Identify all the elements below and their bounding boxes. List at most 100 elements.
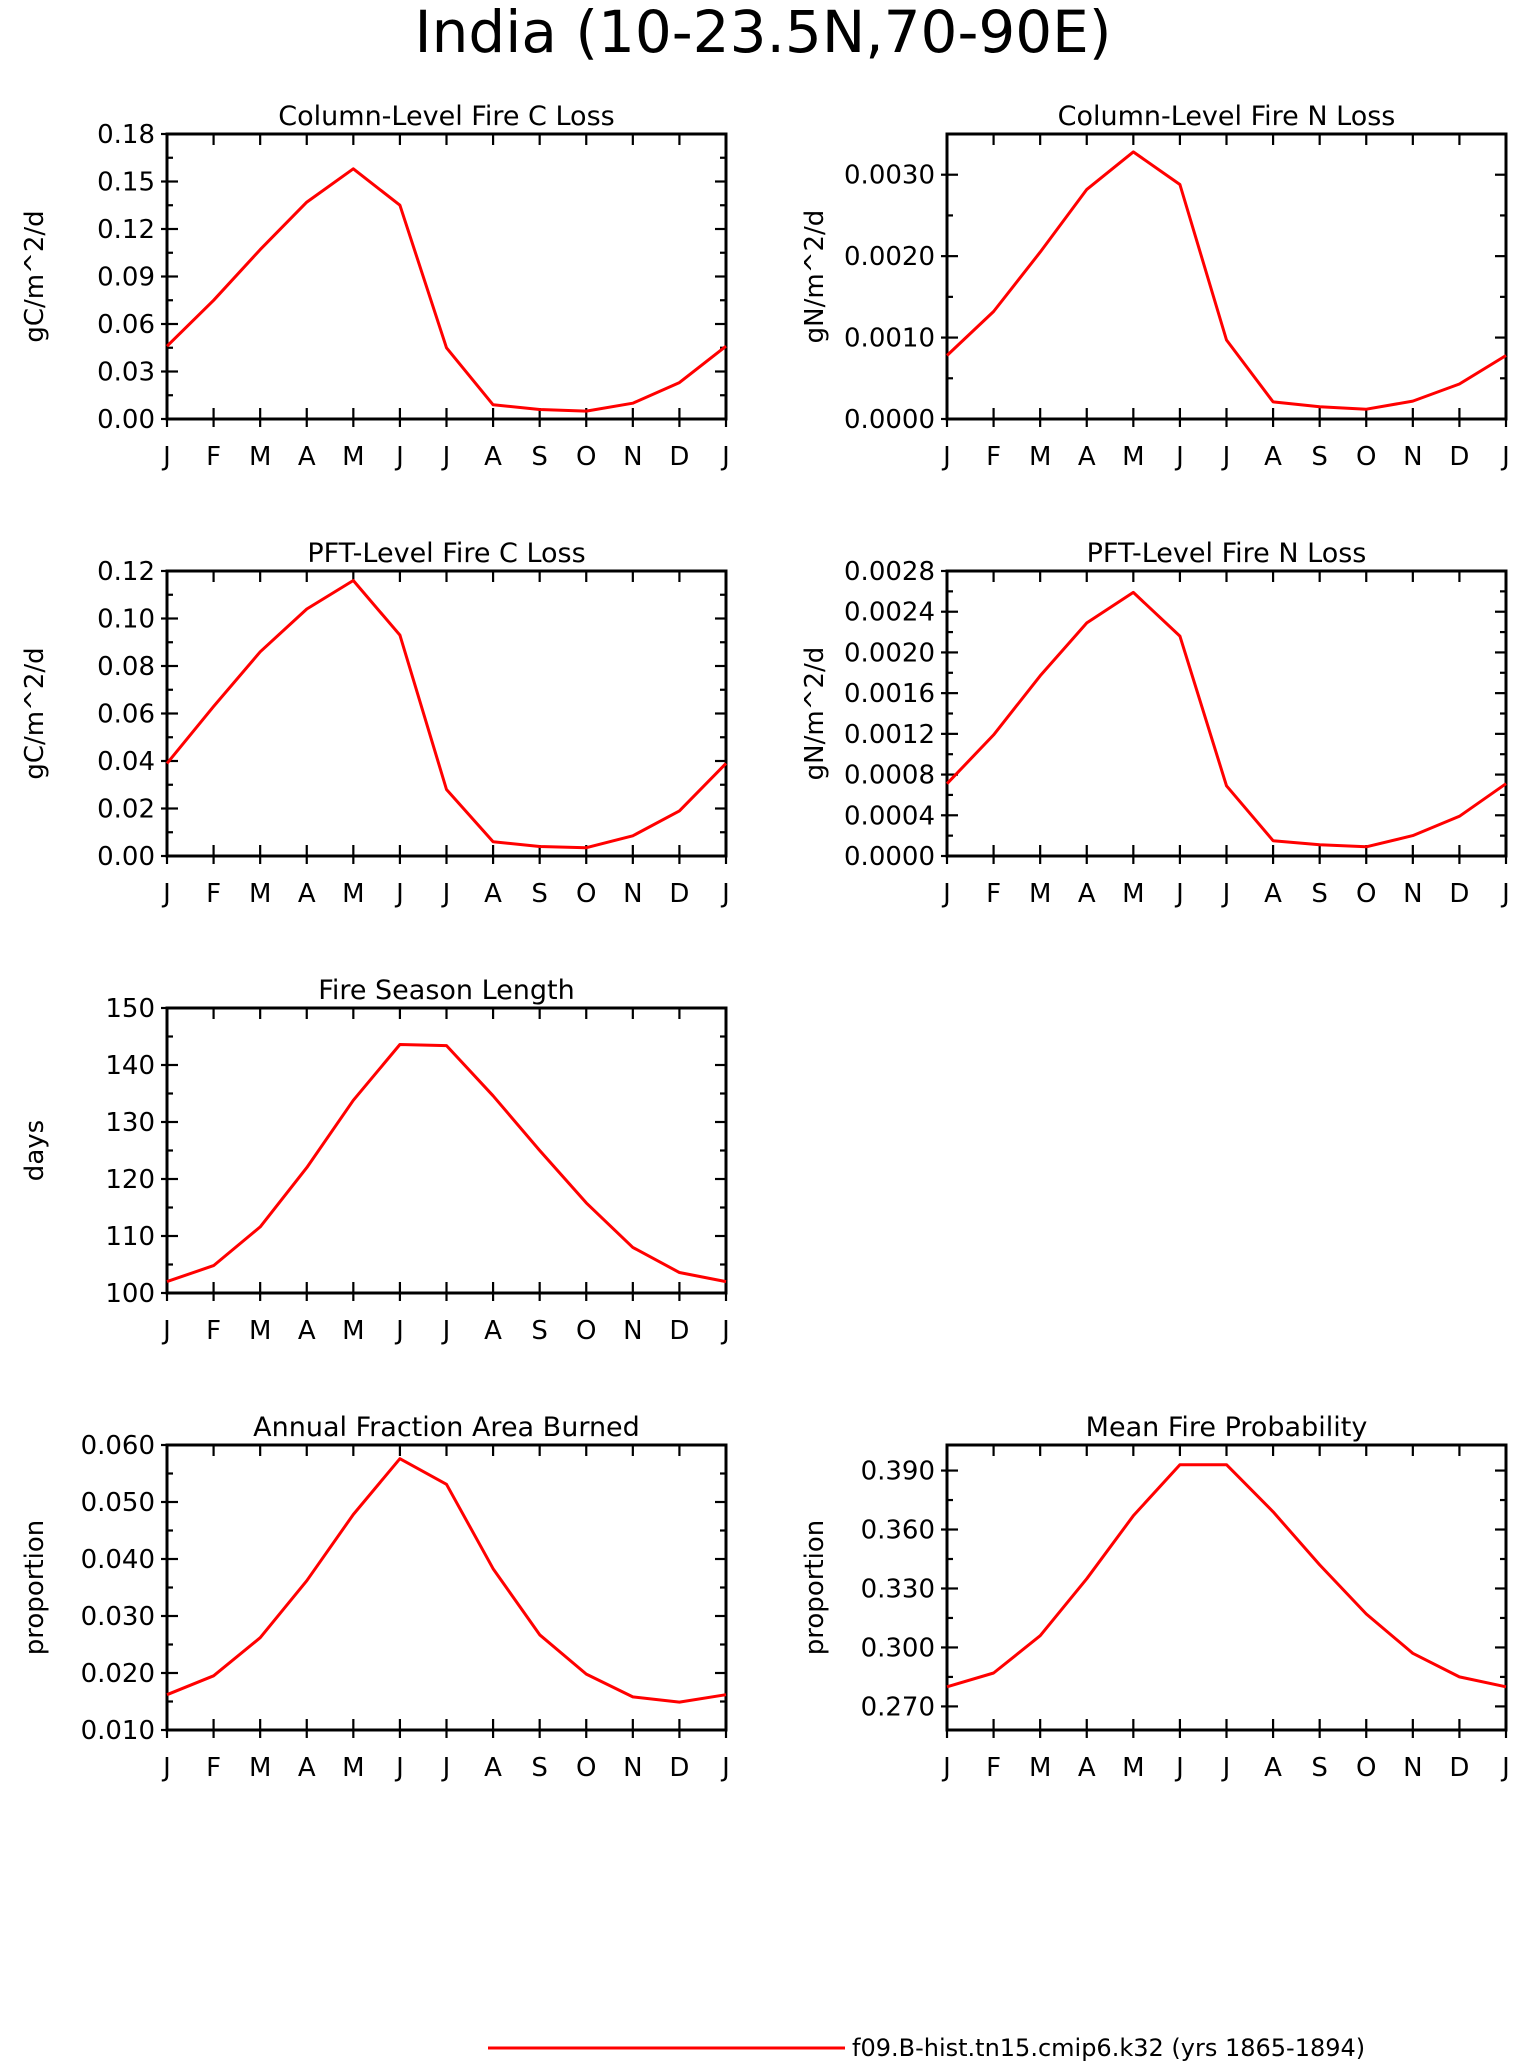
x-tick-label: J [394, 1316, 404, 1346]
x-tick-label: S [531, 442, 548, 472]
y-tick-label: 0.12 [97, 557, 155, 587]
plot-frame [165, 1443, 728, 1732]
x-tick-label: J [720, 442, 730, 472]
y-tick-label: 120 [105, 1165, 155, 1195]
x-tick-label: N [1403, 1753, 1422, 1783]
x-tick-label: A [484, 879, 502, 909]
x-tick-label: M [1029, 879, 1051, 909]
x-tick-label: M [1029, 1753, 1051, 1783]
y-tick-label: 0.09 [97, 263, 155, 293]
x-tick-label: J [1174, 1753, 1184, 1783]
x-tick-label: J [941, 442, 951, 472]
x-tick-label: J [161, 879, 171, 909]
y-tick-label: 0.0024 [844, 598, 935, 628]
chart-panel-3: PFT-Level Fire C Loss 0.00 0.02 0.04 0.06 0.0… [20, 538, 730, 909]
chart-title: Column-Level Fire C Loss [278, 101, 614, 132]
chart-panel-4: PFT-Level Fire N Loss 0.0000 0.0004 0.0008 0… [800, 538, 1510, 909]
legend: f09.B-hist.tn15.cmip6.k32 (yrs 1865-1894… [488, 2034, 1365, 2062]
x-tick-label: F [206, 879, 221, 909]
x-tick-label: J [441, 1753, 451, 1783]
x-tick-label: S [1311, 442, 1328, 472]
x-tick-label: A [484, 442, 502, 472]
chart-title: Annual Fraction Area Burned [253, 1412, 640, 1443]
x-tick-label: O [576, 1316, 596, 1346]
x-tick-label: M [249, 442, 271, 472]
x-tick-label: S [1311, 1753, 1328, 1783]
x-tick-label: A [484, 1753, 502, 1783]
x-tick-label: A [298, 442, 316, 472]
y-tick-label: 0.010 [81, 1716, 155, 1746]
y-tick-label: 0.06 [97, 700, 155, 730]
plot-frame [165, 569, 728, 858]
x-tick-label: M [1122, 442, 1144, 472]
x-tick-label: A [298, 1316, 316, 1346]
x-tick-label: M [249, 879, 271, 909]
y-tick-label: 0.0010 [844, 324, 935, 354]
x-tick-label: N [1403, 442, 1422, 472]
x-tick-label: D [669, 879, 689, 909]
y-tick-label: 0.300 [861, 1633, 935, 1663]
y-tick-label: 0.020 [81, 1659, 155, 1689]
series-line-1 [946, 1463, 1507, 1689]
x-tick-label: A [298, 1753, 316, 1783]
x-tick-label: J [1174, 442, 1184, 472]
y-tick-label: 0.360 [861, 1516, 935, 1546]
x-tick-label: N [623, 1316, 642, 1346]
x-tick-label: O [1356, 879, 1376, 909]
x-tick-label: F [206, 1753, 221, 1783]
x-tick-label: J [394, 1753, 404, 1783]
y-tick-label: 0.04 [97, 747, 155, 777]
y-tick-label: 150 [105, 994, 155, 1024]
y-tick-label: 0.040 [81, 1545, 155, 1575]
x-tick-label: N [623, 442, 642, 472]
x-tick-label: O [1356, 442, 1376, 472]
y-tick-label: 0.0000 [844, 842, 935, 872]
x-tick-label: J [1500, 879, 1510, 909]
chart-title: Mean Fire Probability [1086, 1412, 1368, 1443]
series-line-1 [945, 590, 1507, 849]
x-tick-label: J [1500, 442, 1510, 472]
x-tick-label: A [1264, 1753, 1282, 1783]
chart-title: Fire Season Length [318, 975, 574, 1006]
x-tick-label: D [669, 1753, 689, 1783]
x-tick-label: A [1264, 879, 1282, 909]
x-tick-label: M [342, 1753, 364, 1783]
x-tick-label: M [342, 1316, 364, 1346]
x-tick-label: D [1449, 1753, 1469, 1783]
x-tick-label: J [720, 879, 730, 909]
y-tick-label: 130 [105, 1108, 155, 1138]
y-axis-label: proportion [800, 1520, 830, 1655]
legend-label: f09.B-hist.tn15.cmip6.k32 (yrs 1865-1894… [852, 2034, 1365, 2062]
x-tick-label: N [623, 1753, 642, 1783]
x-tick-label: J [1174, 879, 1184, 909]
chart-panel-6: Annual Fraction Area Burned 0.010 0.020 0.0… [20, 1412, 730, 1783]
x-tick-label: D [1449, 442, 1469, 472]
x-tick-label: J [1221, 1753, 1231, 1783]
x-tick-label: J [720, 1753, 730, 1783]
y-tick-label: 0.03 [97, 358, 155, 388]
x-tick-label: M [342, 442, 364, 472]
x-tick-label: S [531, 1316, 548, 1346]
x-tick-label: J [394, 442, 404, 472]
chart-panels: Column-Level Fire C Loss 0.00 0.03 0.06 0.09… [20, 101, 1510, 1783]
x-tick-label: O [576, 442, 596, 472]
y-tick-label: 0.0012 [844, 720, 935, 750]
y-axis-label: gN/m^2/d [800, 210, 830, 344]
y-axis-label: proportion [20, 1520, 50, 1655]
x-tick-label: D [1449, 879, 1469, 909]
chart-panel-7: Mean Fire Probability 0.270 0.300 0.330 0.36… [800, 1412, 1510, 1783]
chart-panel-1: Column-Level Fire C Loss 0.00 0.03 0.06 0.09… [20, 101, 730, 472]
x-tick-label: S [531, 879, 548, 909]
x-tick-label: J [1221, 442, 1231, 472]
y-axis-label: gC/m^2/d [20, 647, 50, 779]
x-tick-label: F [986, 442, 1001, 472]
x-tick-label: F [986, 879, 1001, 909]
x-tick-label: M [1122, 879, 1144, 909]
x-tick-label: M [342, 879, 364, 909]
y-tick-label: 0.12 [97, 215, 155, 245]
y-tick-label: 0.050 [81, 1488, 155, 1518]
y-tick-label: 0.0008 [844, 761, 935, 791]
x-tick-label: J [161, 442, 171, 472]
plot-frame [945, 132, 1508, 421]
